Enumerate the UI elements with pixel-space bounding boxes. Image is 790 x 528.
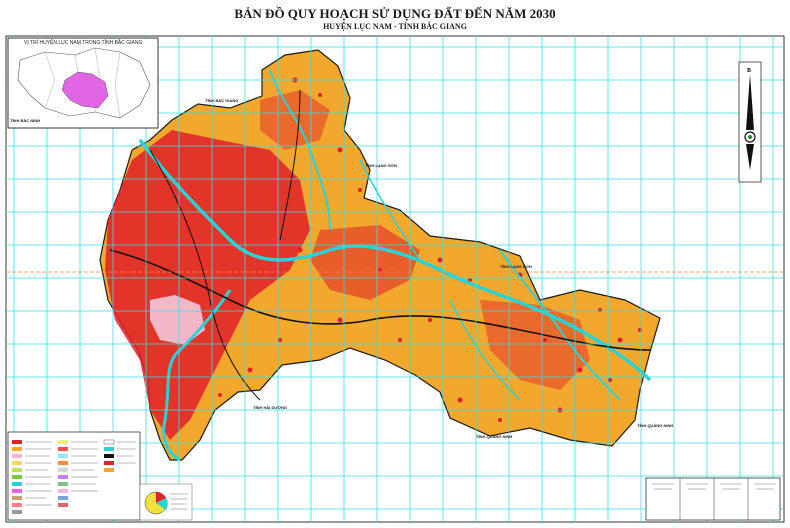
compass-letter: B bbox=[747, 68, 751, 74]
map-subtitle: HUYỆN LỤC NAM - TỈNH BẮC GIANG bbox=[323, 22, 467, 31]
secondary-road-2 bbox=[279, 89, 301, 241]
legend-frame bbox=[7, 431, 141, 521]
secondary-road bbox=[149, 149, 261, 401]
river-branch-mid bbox=[359, 159, 521, 401]
road-network bbox=[109, 89, 651, 401]
place-label-quang-ninh: TỈNH QUẢNG NINH bbox=[476, 434, 513, 439]
inset-location-map[interactable] bbox=[7, 37, 159, 129]
land-structure-chart bbox=[139, 483, 193, 521]
place-label-southeast: TỈNH QUẢNG NINH bbox=[637, 423, 674, 428]
river-branch-east bbox=[499, 249, 621, 401]
urban-zone bbox=[150, 295, 205, 345]
place-label-east: TỈNH LẠNG SƠN bbox=[500, 264, 532, 269]
residential-zone-center bbox=[310, 225, 420, 300]
legend-panel bbox=[7, 431, 141, 521]
inset-title: VỊ TRÍ HUYỆN LỤC NAM TRONG TỈNH BẮC GIAN… bbox=[24, 40, 143, 46]
place-label-hai-duong: TỈNH HẢI DƯƠNG bbox=[253, 405, 288, 410]
main-road bbox=[109, 249, 651, 351]
approval-frame bbox=[645, 477, 781, 521]
map-title: BẢN ĐỒ QUY HOẠCH SỬ DỤNG ĐẤT ĐẾN NĂM 203… bbox=[234, 6, 556, 21]
approval-block bbox=[645, 477, 781, 521]
place-label-bac-ninh: TỈNH BẮC NINH bbox=[10, 118, 40, 123]
district-area[interactable] bbox=[99, 49, 661, 462]
main-river bbox=[138, 138, 652, 382]
inset-internal-borders bbox=[44, 47, 121, 119]
pie-legend-lines bbox=[170, 493, 188, 510]
pie-slice-residential bbox=[156, 491, 166, 503]
river-network bbox=[138, 69, 652, 462]
north-arrow: B bbox=[738, 61, 762, 183]
legend-text-lines bbox=[25, 441, 136, 506]
pie-slice-water bbox=[156, 498, 168, 510]
compass-needle-south bbox=[746, 144, 754, 170]
legend-swatches bbox=[12, 439, 115, 514]
compass-center bbox=[748, 135, 752, 139]
place-label-north: TỈNH BẮC GIANG bbox=[205, 98, 239, 103]
residential-zone-west bbox=[105, 130, 310, 440]
residential-dots bbox=[218, 77, 642, 422]
place-label-lang-son: TỈNH LẠNG SƠN bbox=[365, 163, 397, 168]
river-branch-north bbox=[269, 69, 331, 231]
inset-highlight-district bbox=[61, 71, 109, 109]
compass-needle-north bbox=[746, 74, 754, 130]
